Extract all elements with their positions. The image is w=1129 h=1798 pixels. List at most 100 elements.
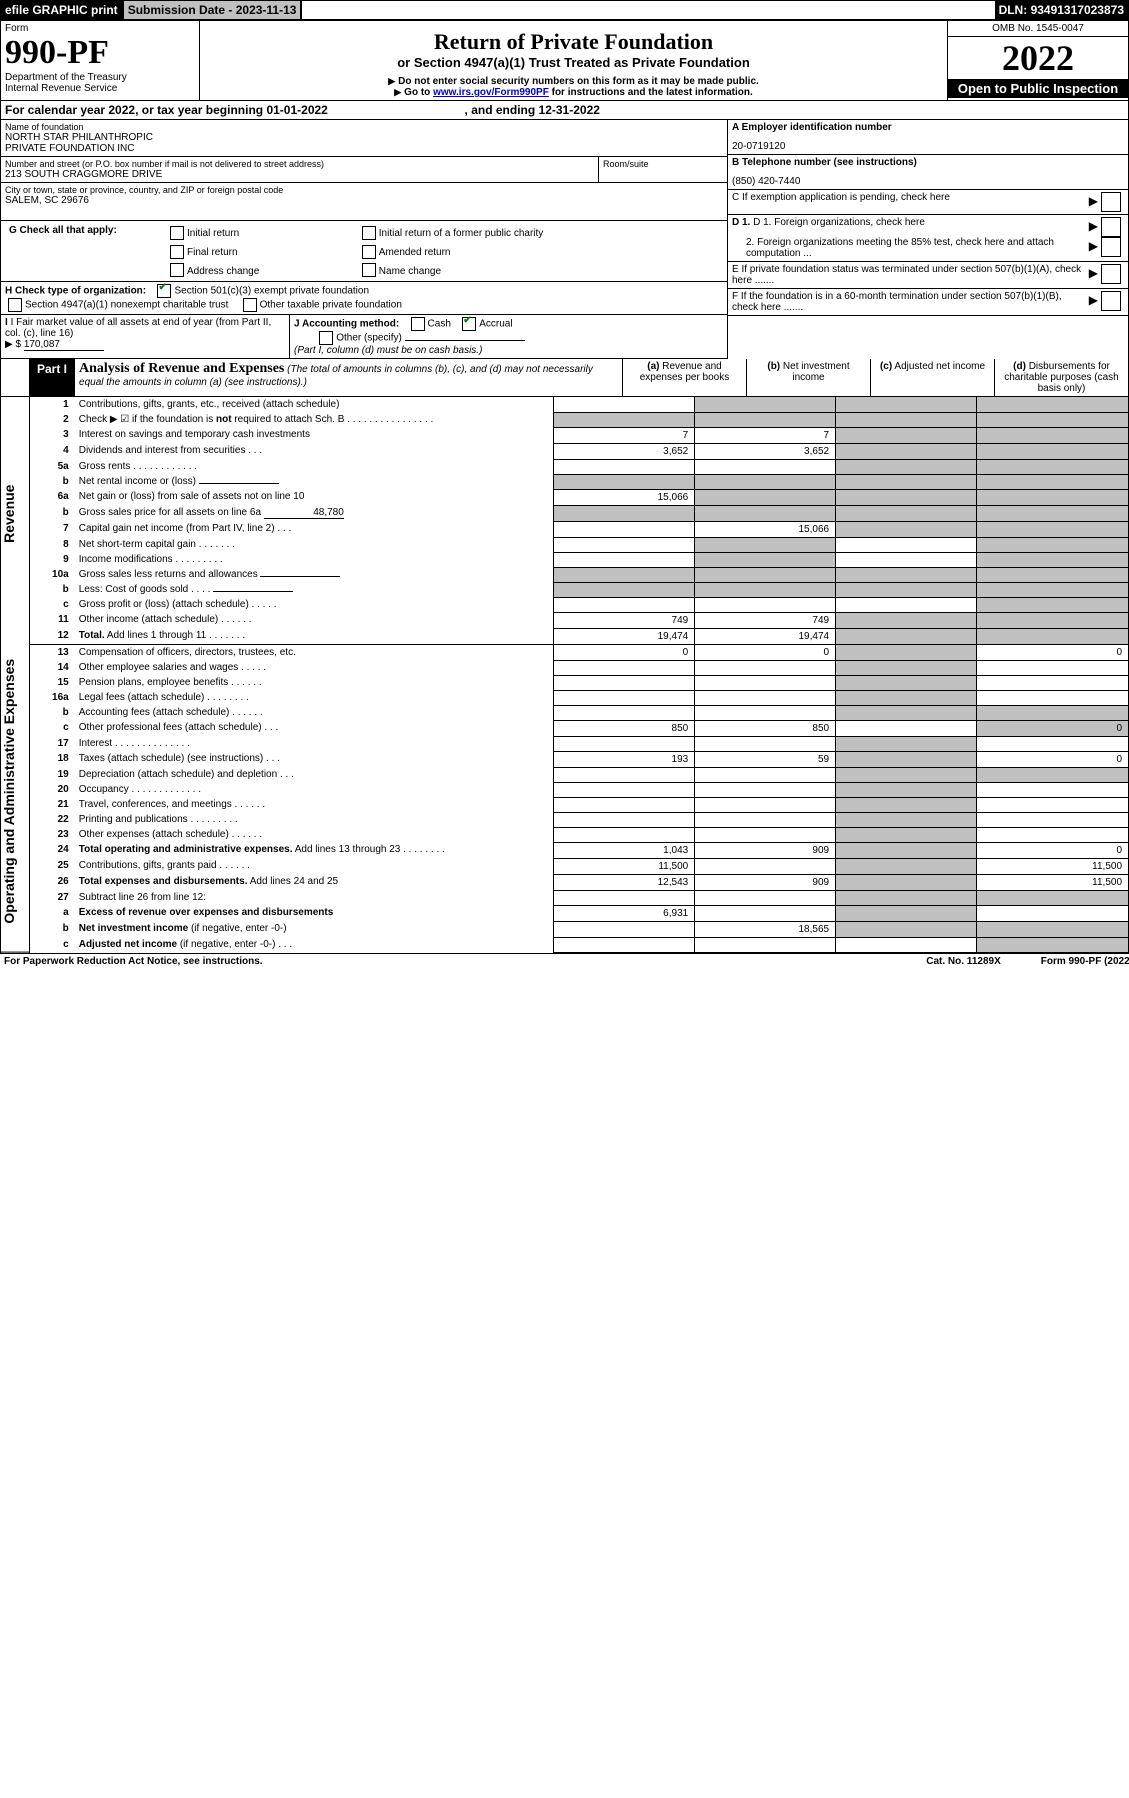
row-1: 1Contributions, gifts, grants, etc., rec… bbox=[30, 397, 1128, 412]
chk-accrual[interactable] bbox=[462, 317, 476, 331]
section-expenses: Operating and Administrative Expenses bbox=[1, 630, 29, 953]
efile-btn[interactable]: efile GRAPHIC print bbox=[1, 1, 122, 19]
row-27: 27Subtract line 26 from line 12: bbox=[30, 890, 1128, 905]
row-c: cOther professional fees (attach schedul… bbox=[30, 720, 1128, 736]
row-25: 25Contributions, gifts, grants paid . . … bbox=[30, 858, 1128, 874]
row-5a: 5aGross rents . . . . . . . . . . . . bbox=[30, 459, 1128, 474]
form-link[interactable]: www.irs.gov/Form990PF bbox=[433, 87, 549, 98]
chk-name[interactable] bbox=[362, 263, 376, 277]
footer-left: For Paperwork Reduction Act Notice, see … bbox=[4, 956, 926, 967]
row-26: 26Total expenses and disbursements. Add … bbox=[30, 874, 1128, 890]
chk-cash[interactable] bbox=[411, 317, 425, 331]
row-11: 11Other income (attach schedule) . . . .… bbox=[30, 612, 1128, 628]
irs: Internal Revenue Service bbox=[5, 83, 195, 94]
city-label: City or town, state or province, country… bbox=[5, 185, 723, 195]
room-label: Room/suite bbox=[603, 159, 723, 169]
row-15: 15Pension plans, employee benefits . . .… bbox=[30, 675, 1128, 690]
footer-right: Form 990-PF (2022) bbox=[1041, 956, 1129, 967]
section-revenue: Revenue bbox=[1, 397, 29, 630]
row-18: 18Taxes (attach schedule) (see instructi… bbox=[30, 751, 1128, 767]
f-text: F If the foundation is in a 60-month ter… bbox=[732, 291, 1089, 313]
submission-date: Submission Date - 2023-11-13 bbox=[122, 1, 303, 19]
row-21: 21Travel, conferences, and meetings . . … bbox=[30, 797, 1128, 812]
footer-mid: Cat. No. 11289X bbox=[926, 956, 1000, 967]
form-title: Return of Private Foundation bbox=[204, 29, 943, 55]
dln: DLN: 93491317023873 bbox=[995, 1, 1128, 19]
open-inspection: Open to Public Inspection bbox=[948, 79, 1128, 98]
col-a: (a) Revenue and expenses per books bbox=[622, 359, 746, 396]
col-b: (b) Net investment income bbox=[746, 359, 870, 396]
row-b: bAccounting fees (attach schedule) . . .… bbox=[30, 705, 1128, 720]
a-label: A Employer identification number bbox=[732, 122, 1124, 133]
row-23: 23Other expenses (attach schedule) . . .… bbox=[30, 827, 1128, 842]
dept: Department of the Treasury bbox=[5, 72, 195, 83]
omb: OMB No. 1545-0047 bbox=[948, 21, 1128, 37]
row-7: 7Capital gain net income (from Part IV, … bbox=[30, 521, 1128, 537]
warn1: Do not enter social security numbers on … bbox=[204, 76, 943, 87]
c-text: C If exemption application is pending, c… bbox=[732, 192, 1089, 212]
row-24: 24Total operating and administrative exp… bbox=[30, 842, 1128, 858]
row-c: cGross profit or (loss) (attach schedule… bbox=[30, 597, 1128, 612]
chk-final[interactable] bbox=[170, 245, 184, 259]
chk-d2[interactable] bbox=[1101, 237, 1121, 257]
form-subtitle: or Section 4947(a)(1) Trust Treated as P… bbox=[204, 55, 943, 70]
foundation-name: NORTH STAR PHILANTHROPIC PRIVATE FOUNDAT… bbox=[5, 132, 723, 154]
g-label: G Check all that apply: bbox=[5, 223, 163, 242]
name-label: Name of foundation bbox=[5, 122, 723, 132]
row-8: 8Net short-term capital gain . . . . . .… bbox=[30, 537, 1128, 552]
j-note: (Part I, column (d) must be on cash basi… bbox=[294, 345, 482, 356]
row-b: bLess: Cost of goods sold . . . . bbox=[30, 582, 1128, 597]
j-label: J Accounting method: bbox=[294, 319, 399, 330]
part1-label: Part I bbox=[29, 359, 75, 396]
chk-address[interactable] bbox=[170, 263, 184, 277]
row-12: 12Total. Add lines 1 through 11 . . . . … bbox=[30, 628, 1128, 644]
street-label: Number and street (or P.O. box number if… bbox=[5, 159, 594, 169]
ein: 20-0719120 bbox=[732, 141, 1124, 152]
form-label: Form bbox=[5, 23, 195, 34]
calendar-year: For calendar year 2022, or tax year begi… bbox=[1, 101, 1128, 120]
row-b: bGross sales price for all assets on lin… bbox=[30, 505, 1128, 521]
row-20: 20Occupancy . . . . . . . . . . . . . bbox=[30, 782, 1128, 797]
part1-title: Analysis of Revenue and Expenses bbox=[79, 361, 284, 376]
row-c: cAdjusted net income (if negative, enter… bbox=[30, 937, 1128, 952]
row-19: 19Depreciation (attach schedule) and dep… bbox=[30, 767, 1128, 782]
chk-amended[interactable] bbox=[362, 245, 376, 259]
row-a: aExcess of revenue over expenses and dis… bbox=[30, 905, 1128, 921]
row-2: 2Check ▶ ☑ if the foundation is not requ… bbox=[30, 412, 1128, 427]
row-3: 3Interest on savings and temporary cash … bbox=[30, 427, 1128, 443]
row-4: 4Dividends and interest from securities … bbox=[30, 443, 1128, 459]
chk-f[interactable] bbox=[1101, 291, 1121, 311]
chk-501c3[interactable] bbox=[157, 284, 171, 298]
row-b: bNet rental income or (loss) bbox=[30, 474, 1128, 489]
b-label: B Telephone number (see instructions) bbox=[732, 157, 1124, 168]
chk-e[interactable] bbox=[1101, 264, 1121, 284]
form-number: 990-PF bbox=[5, 34, 195, 72]
chk-d1[interactable] bbox=[1101, 217, 1121, 237]
i-value: 170,087 bbox=[24, 339, 104, 351]
row-17: 17Interest . . . . . . . . . . . . . . bbox=[30, 736, 1128, 751]
chk-other-acct[interactable] bbox=[319, 331, 333, 345]
warn2: Go to www.irs.gov/Form990PF for instruct… bbox=[204, 87, 943, 98]
row-b: bNet investment income (if negative, ent… bbox=[30, 921, 1128, 937]
chk-other-tax[interactable] bbox=[243, 298, 257, 312]
row-13: 13Compensation of officers, directors, t… bbox=[30, 644, 1128, 660]
row-9: 9Income modifications . . . . . . . . . bbox=[30, 552, 1128, 567]
city: SALEM, SC 29676 bbox=[5, 195, 723, 206]
chk-initial-former[interactable] bbox=[362, 226, 376, 240]
chk-4947[interactable] bbox=[8, 298, 22, 312]
row-16a: 16aLegal fees (attach schedule) . . . . … bbox=[30, 690, 1128, 705]
row-14: 14Other employee salaries and wages . . … bbox=[30, 660, 1128, 675]
row-10a: 10aGross sales less returns and allowanc… bbox=[30, 567, 1128, 582]
tax-year: 2022 bbox=[948, 37, 1128, 79]
col-d: (d) Disbursements for charitable purpose… bbox=[994, 359, 1128, 396]
h-label: H Check type of organization: bbox=[5, 286, 146, 297]
phone: (850) 420-7440 bbox=[732, 176, 1124, 187]
d1-text: D 1. D 1. Foreign organizations, check h… bbox=[732, 217, 1089, 237]
chk-c[interactable] bbox=[1101, 192, 1121, 212]
chk-initial[interactable] bbox=[170, 226, 184, 240]
street: 213 SOUTH CRAGGMORE DRIVE bbox=[5, 169, 594, 180]
row-6a: 6aNet gain or (loss) from sale of assets… bbox=[30, 489, 1128, 505]
part1-table: 1Contributions, gifts, grants, etc., rec… bbox=[30, 397, 1128, 953]
i-label: I Fair market value of all assets at end… bbox=[5, 317, 271, 339]
d2-text: 2. Foreign organizations meeting the 85%… bbox=[732, 237, 1089, 259]
